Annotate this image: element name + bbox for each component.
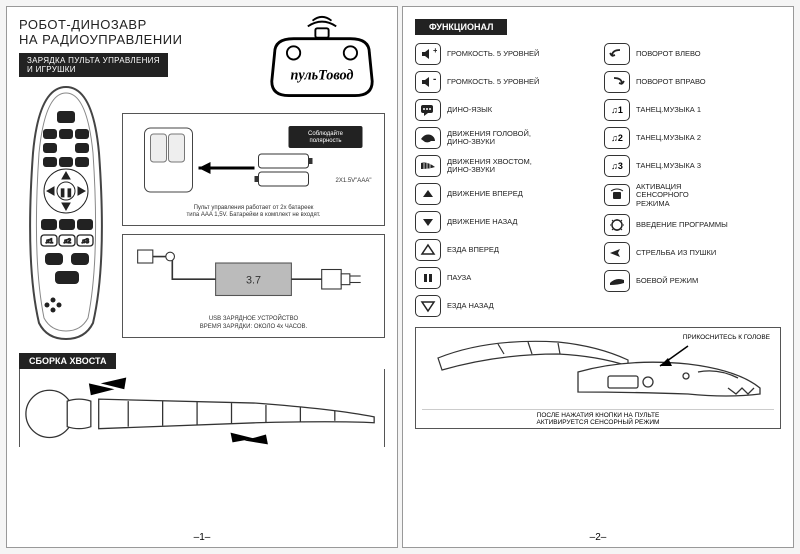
vol-up-icon: + (415, 43, 441, 65)
function-row: ♫3 ТАНЕЦ.МУЗЫКА 3 (604, 155, 781, 177)
fwd-icon (415, 239, 441, 261)
subtitle-bar: ЗАРЯДКА ПУЛЬТА УПРАВЛЕНИЯ И ИГРУШКИ (19, 53, 168, 77)
assembly-header: СБОРКА ХВОСТА (19, 353, 116, 369)
function-row: ДВИЖЕНИЯ ХВОСТОМ, ДИНО-ЗВУКИ (415, 155, 592, 177)
function-label: ГРОМКОСТЬ. 5 УРОВНЕЙ (447, 78, 539, 86)
function-row: ПОВОРОТ ВЛЕВО (604, 43, 781, 65)
tail-icon (415, 155, 441, 177)
function-label: ДВИЖЕНИЯ ГОЛОВОЙ, ДИНО-ЗВУКИ (447, 130, 531, 147)
vol-down-icon: - (415, 71, 441, 93)
touch-head-diagram: ПРИКОСНИТЕСЬ К ГОЛОВЕ ПОСЛЕ НАЖАТ (415, 327, 781, 429)
down-icon (415, 211, 441, 233)
m2-icon: ♫2 (604, 127, 630, 149)
brand-logo: пульТовод (257, 15, 387, 105)
function-row: ПОВОРОТ ВПРАВО (604, 71, 781, 93)
function-row: СТРЕЛЬБА ИЗ ПУШКИ (604, 242, 781, 264)
function-label: ПОВОРОТ ВЛЕВО (636, 50, 701, 58)
usb-caption-2: ВРЕМЯ ЗАРЯДКИ: ОКОЛО 4х ЧАСОВ. (129, 324, 378, 331)
shoot-icon (604, 242, 630, 264)
pause-icon (415, 267, 441, 289)
up-icon (415, 183, 441, 205)
usb-caption-1: USB ЗАРЯДНОЕ УСТРОЙСТВО (129, 316, 378, 323)
function-row: - ГРОМКОСТЬ. 5 УРОВНЕЙ (415, 71, 592, 93)
function-row: АКТИВАЦИЯ СЕНСОРНОГО РЕЖИМА (604, 183, 781, 208)
svg-text:2X1.5V"AAA": 2X1.5V"AAA" (336, 178, 372, 184)
functions-grid: + ГРОМКОСТЬ. 5 УРОВНЕЙ - ГРОМКОСТЬ. 5 УРОВН… (415, 43, 781, 317)
prog-icon (604, 214, 630, 236)
function-label: ДВИЖЕНИЕ ВПЕРЕД (447, 190, 523, 198)
battle-icon (604, 270, 630, 292)
svg-text:♫1: ♫1 (45, 239, 54, 245)
function-row: ДИНО-ЯЗЫК (415, 99, 592, 121)
left-icon (604, 43, 630, 65)
function-row: + ГРОМКОСТЬ. 5 УРОВНЕЙ (415, 43, 592, 65)
battery-diagram: Соблюдайтеполярность 2X1.5V"AAA" Пульт у… (122, 113, 385, 226)
function-label: ДВИЖЕНИЯ ХВОСТОМ, ДИНО-ЗВУКИ (447, 158, 532, 175)
function-label: ЕЗДА НАЗАД (447, 302, 494, 310)
function-row: БОЕВОЙ РЕЖИМ (604, 270, 781, 292)
svg-text:♫2: ♫2 (63, 239, 72, 245)
head-icon (415, 127, 441, 149)
function-label: ЕЗДА ВПЕРЕД (447, 246, 499, 254)
function-label: ТАНЕЦ.МУЗЫКА 3 (636, 162, 701, 170)
function-label: ТАНЕЦ.МУЗЫКА 1 (636, 106, 701, 114)
page-number-1: –1– (7, 532, 397, 543)
function-label: ТАНЕЦ.МУЗЫКА 2 (636, 134, 701, 142)
usb-diagram: 3.7 USB ЗАРЯДНОЕ УСТРОЙСТВО ВРЕМЯ ЗАРЯДК… (122, 234, 385, 337)
function-row: ЕЗДА НАЗАД (415, 295, 592, 317)
remote-illustration: ❚❚ ♫1 ♫2 ♫3 (19, 83, 114, 343)
svg-text:-: - (433, 75, 436, 85)
function-row: ДВИЖЕНИЕ НАЗАД (415, 211, 592, 233)
tail-assembly: СБОРКА ХВОСТА (19, 351, 385, 452)
function-label: ГРОМКОСТЬ. 5 УРОВНЕЙ (447, 50, 539, 58)
function-label: ПАУЗА (447, 274, 471, 282)
function-row: ПАУЗА (415, 267, 592, 289)
function-row: ЕЗДА ВПЕРЕД (415, 239, 592, 261)
battery-caption: Пульт управления работает от 2х батареек… (129, 205, 378, 219)
function-row: ДВИЖЕНИЕ ВПЕРЕД (415, 183, 592, 205)
functions-column-1: + ГРОМКОСТЬ. 5 УРОВНЕЙ - ГРОМКОСТЬ. 5 УРОВН… (415, 43, 592, 317)
function-label: ВВЕДЕНИЕ ПРОГРАММЫ (636, 221, 728, 229)
m3-icon: ♫3 (604, 155, 630, 177)
function-label: ДИНО-ЯЗЫК (447, 106, 492, 114)
functions-header: ФУНКЦИОНАЛ (415, 19, 507, 35)
function-label: СТРЕЛЬБА ИЗ ПУШКИ (636, 249, 716, 257)
function-label: БОЕВОЙ РЕЖИМ (636, 277, 698, 285)
function-label: ДВИЖЕНИЕ НАЗАД (447, 218, 518, 226)
right-icon (604, 71, 630, 93)
function-row: ДВИЖЕНИЯ ГОЛОВОЙ, ДИНО-ЗВУКИ (415, 127, 592, 149)
m1-icon: ♫1 (604, 99, 630, 121)
logo-text: пульТовод (291, 67, 354, 83)
page-1: РОБОТ-ДИНОЗАВР НА РАДИОУПРАВЛЕНИИ ЗАРЯДК… (6, 6, 398, 548)
touch-caption: ПОСЛЕ НАЖАТИЯ КНОПКИ НА ПУЛЬТЕ АКТИВИРУЕ… (422, 409, 774, 426)
svg-text:+: + (433, 47, 437, 55)
svg-text:❚❚: ❚❚ (59, 188, 72, 197)
function-label: ПОВОРОТ ВПРАВО (636, 78, 706, 86)
functions-column-2: ПОВОРОТ ВЛЕВО ПОВОРОТ ВПРАВО ♫1 ТАНЕЦ.МУЗЫК… (604, 43, 781, 317)
sensor-icon (604, 184, 630, 206)
svg-text:3.7: 3.7 (246, 275, 261, 287)
function-row: ВВЕДЕНИЕ ПРОГРАММЫ (604, 214, 781, 236)
function-row: ♫2 ТАНЕЦ.МУЗЫКА 2 (604, 127, 781, 149)
function-label: АКТИВАЦИЯ СЕНСОРНОГО РЕЖИМА (636, 183, 689, 208)
page-2: ФУНКЦИОНАЛ + ГРОМКОСТЬ. 5 УРОВНЕЙ - ГРОМКОС… (402, 6, 794, 548)
page-number-2: –2– (403, 532, 793, 543)
back-icon (415, 295, 441, 317)
speech-icon (415, 99, 441, 121)
svg-text:♫3: ♫3 (81, 239, 90, 245)
touch-label: ПРИКОСНИТЕСЬ К ГОЛОВЕ (683, 334, 770, 341)
function-row: ♫1 ТАНЕЦ.МУЗЫКА 1 (604, 99, 781, 121)
